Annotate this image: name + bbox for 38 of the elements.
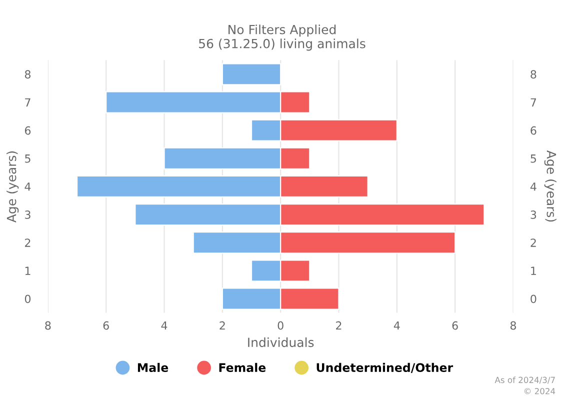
- category-label: 3: [530, 210, 536, 219]
- y-axis-title: Age (years): [6, 151, 19, 223]
- chart-subtitle: 56 (31.25.0) living animals: [199, 38, 366, 51]
- y-tick-label: 7: [25, 98, 30, 106]
- category-label: 6: [530, 126, 536, 135]
- x-tick-label: 6: [103, 321, 109, 330]
- category-label: 5: [530, 154, 536, 163]
- x-tick-label: 2: [336, 321, 342, 330]
- category-label: 1: [531, 266, 536, 275]
- category-label: 0: [530, 294, 536, 304]
- category-label: 2: [530, 238, 536, 247]
- y-tick-label: 0: [24, 294, 31, 304]
- x-tick-label: 8: [510, 321, 516, 330]
- bar: [222, 63, 282, 86]
- y2-axis-title: Age (years): [544, 150, 556, 222]
- x-tick-label: 6: [452, 321, 458, 330]
- legend-label: Male: [138, 362, 168, 372]
- category-label: 4: [530, 182, 536, 191]
- x-axis-title: Individuals: [248, 337, 314, 348]
- y-tick-label: 2: [25, 238, 30, 247]
- y-tick-label: 1: [25, 266, 30, 275]
- x-tick-label: 4: [161, 321, 168, 330]
- y-tick-label: 6: [24, 126, 31, 135]
- y-tick-label: 5: [25, 154, 30, 163]
- y-tick-label: 4: [24, 182, 31, 191]
- text: As of 2024/3/7: [494, 376, 555, 384]
- y-tick-label: 8: [24, 70, 31, 79]
- category-label: 8: [530, 70, 536, 79]
- x-tick-label: 0: [278, 321, 284, 330]
- category-label: 7: [530, 98, 536, 106]
- chart-title: No Filters Applied: [228, 24, 336, 37]
- text: © 2024: [524, 388, 556, 394]
- x-tick-label: 8: [45, 321, 51, 330]
- x-tick-label: 2: [220, 321, 225, 330]
- y-tick-label: 3: [25, 210, 30, 219]
- legend-label: Female: [219, 362, 266, 372]
- legend-label: Undetermined/Other: [316, 362, 454, 373]
- x-tick-label: 4: [394, 321, 400, 330]
